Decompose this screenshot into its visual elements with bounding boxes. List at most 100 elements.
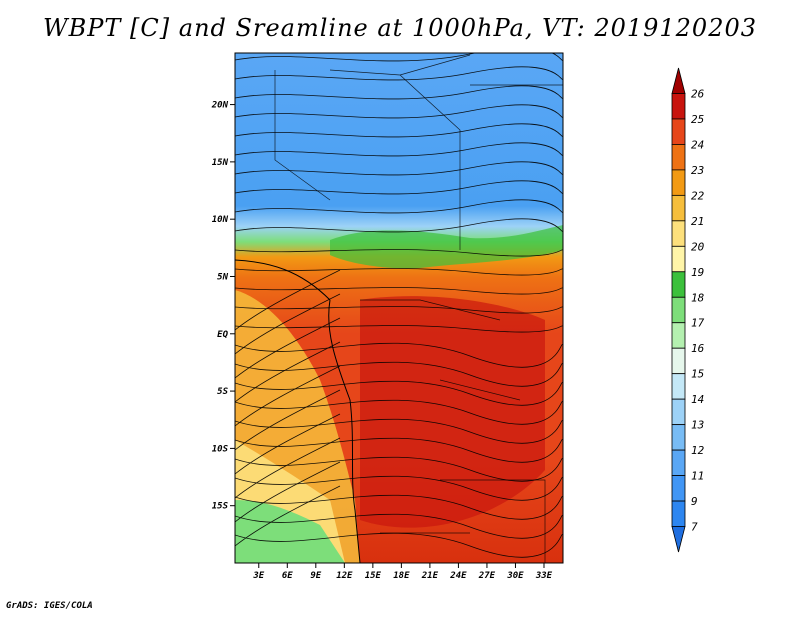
lon-tick-label: 33E [535,571,553,581]
colorbar-label: 18 [691,291,705,304]
colorbar-box [671,169,686,196]
streamline [235,456,563,482]
streamlines [235,53,563,558]
streamline [235,513,563,539]
streamline [235,380,563,406]
lon-tick-label: 3E [252,571,264,581]
streamline [235,180,563,195]
lat-tick-label: 10S [212,444,229,454]
colorbar-box [671,245,686,273]
colorbar-box [671,144,686,171]
colorbar-label: 20 [691,240,705,253]
streamline [235,293,341,355]
colorbar-box [671,347,686,375]
colorbar-box [671,475,686,502]
grads-credit: GrADS: IGES/COLA [6,601,93,611]
lat-tick-label: 15S [212,502,229,512]
lon-tick-label: 24E [449,571,467,581]
colorbar-label: 21 [691,215,704,228]
streamline [235,361,563,387]
streamline [235,365,341,427]
streamline [235,218,563,233]
streamline [235,287,563,295]
colorbar-box [671,296,686,324]
lon-tick-label: 6E [282,571,293,581]
colorbar-label: 15 [691,368,704,381]
green-band-region [330,225,563,269]
colorbar-box [671,424,686,451]
colorbar-label: 19 [691,266,704,279]
map-frame [234,52,564,564]
streamline [235,342,563,368]
streamline [235,268,563,276]
lon-tick-label: 30E [506,571,524,581]
colorbar-bottom-arrow [671,526,686,553]
lon-tick-label: 27E [478,571,496,581]
colorbar-box [671,449,686,476]
streamline [235,461,341,523]
streamline [235,317,341,379]
streamline [235,85,563,100]
colorbar: 7 9 11 12 13 14 15 16 17 18 19 20 21 22 23 24 25 26 [671,67,705,553]
streamline [235,306,563,314]
colorbar-label: 24 [691,138,704,151]
streamline [235,413,341,475]
streamline [235,494,563,520]
country-borders [274,54,563,563]
colorbar-box [671,220,686,247]
streamline [235,104,563,119]
colorbar-box [671,398,686,426]
colorbar-box [671,118,686,145]
streamline [235,249,563,257]
colorbar-box [671,93,686,120]
streamline [235,53,563,62]
colorbar-label: 26 [691,87,705,100]
colorbar-label: 25 [691,113,704,126]
lat-tick-label: 5N [217,272,228,282]
streamline [235,437,341,499]
chart-title: WBPT [C] and Sreamline at 1000hPa, VT: 2… [42,14,758,42]
streamline [235,161,563,176]
lat-tick-label: 5S [217,387,228,397]
streamline [235,485,341,547]
streamline [235,142,563,157]
streamline [235,475,563,501]
colorbar-label: 9 [691,495,698,508]
colorbar-label: 13 [691,419,704,432]
colorbar-label: 14 [691,393,704,406]
colorbar-box [671,194,686,222]
lat-tick-label: 15N [212,158,229,168]
map-panel [235,53,563,563]
colorbar-label: 12 [691,444,705,457]
ocean-cool-region [235,500,345,563]
lat-tick-label: 10N [212,215,229,225]
colorbar-box [671,322,686,349]
inland-hot-region [360,296,545,528]
lat-axis: 20N 15N 10N 5N EQ 5S 10S 15S [211,101,235,512]
colorbar-label: 11 [691,470,704,483]
streamline [235,123,563,138]
coastline-north [235,259,331,301]
streamline [235,199,563,214]
lat-tick-label: 20N [211,101,229,111]
streamline [235,532,563,558]
colorbar-box [671,271,686,298]
colorbar-label: 23 [691,164,704,177]
lat-tick-label: EQ [217,330,228,340]
colorbar-box [671,373,686,400]
coastline [328,299,361,563]
colorbar-box [671,500,686,527]
streamline [235,66,563,81]
streamline [235,437,563,463]
lon-tick-label: 15E [365,571,382,581]
colorbar-label: 7 [691,521,698,534]
streamline [235,399,563,425]
lon-tick-label: 9E [310,571,321,581]
streamline [235,325,563,333]
colorbar-label: 16 [691,342,705,355]
colorbar-label: 17 [691,317,705,330]
lon-tick-label: 12E [336,571,353,581]
streamline [235,389,341,451]
lon-tick-label: 21E [421,571,439,581]
